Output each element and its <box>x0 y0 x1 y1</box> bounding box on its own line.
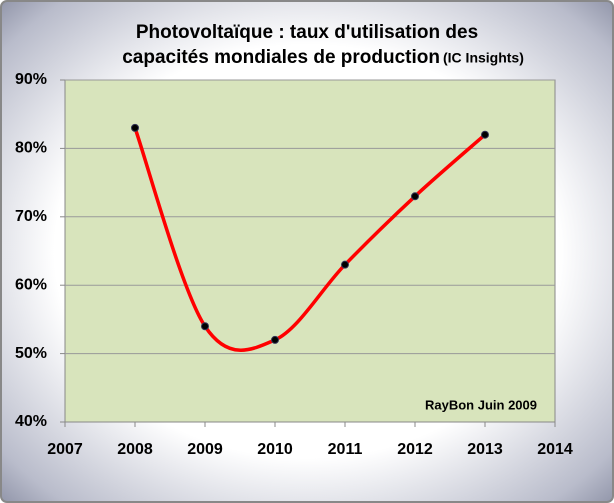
marker <box>271 335 279 344</box>
y-tick-label: 60% <box>15 276 47 293</box>
plot-area <box>64 79 556 423</box>
x-tick-label: 2011 <box>328 441 363 458</box>
title-note: (IC Insights) <box>443 50 524 66</box>
marker <box>341 260 349 269</box>
chart-title: capacités mondiales de production <box>122 47 440 68</box>
y-tick-label: 40% <box>15 413 47 430</box>
x-tick-label: 2010 <box>257 441 293 458</box>
y-tick-label: 90% <box>15 71 47 88</box>
marker <box>201 322 209 331</box>
y-tick-label: 70% <box>15 208 47 225</box>
annotation: RayBon Juin 2009 <box>425 397 537 412</box>
y-tick-label: 50% <box>15 345 47 362</box>
marker <box>481 130 489 139</box>
x-tick-label: 2012 <box>397 441 433 458</box>
y-tick-label: 80% <box>15 140 47 157</box>
x-tick-label: 2007 <box>47 441 83 458</box>
x-tick-label: 2013 <box>467 441 503 458</box>
x-tick-label: 2008 <box>117 441 153 458</box>
chart-title: Photovoltaïque : taux d'utilisation des <box>136 22 478 43</box>
x-tick-label: 2014 <box>537 441 573 458</box>
marker <box>131 123 139 132</box>
marker <box>411 192 419 201</box>
x-tick-label: 2009 <box>187 441 223 458</box>
